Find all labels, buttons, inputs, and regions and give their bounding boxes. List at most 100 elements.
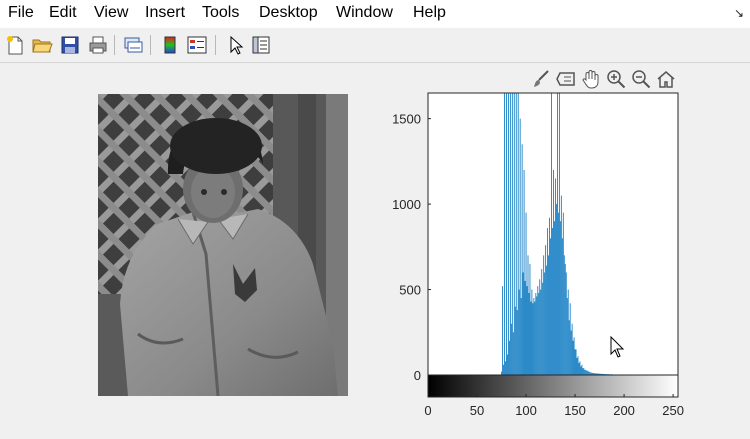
- histogram-bar: [528, 292, 530, 375]
- histogram-bar: [524, 281, 526, 375]
- histogram-bar: [538, 292, 540, 375]
- histogram-bar: [526, 286, 528, 375]
- histogram-bar: [598, 373, 599, 375]
- histogram-bar: [546, 265, 548, 375]
- histogram-bar: [571, 323, 573, 375]
- histogram-bar: [522, 272, 524, 375]
- histogram-bar: [574, 349, 576, 375]
- histogram-bar: [506, 93, 507, 375]
- histogram-bar: [563, 255, 565, 375]
- histogram-bar: [582, 368, 584, 375]
- histogram-bar: [585, 369, 587, 375]
- histogram-bar: [591, 372, 593, 375]
- colorbar-icon[interactable]: [159, 34, 181, 56]
- histogram-bar: [550, 238, 551, 375]
- histogram-bar: [596, 373, 598, 375]
- histogram-bar: [552, 228, 553, 375]
- histogram-bar: [536, 296, 538, 375]
- histogram-bar: [590, 372, 592, 375]
- histogram-bar: [564, 263, 566, 375]
- histogram-bar: [516, 310, 518, 375]
- histogram-bar: [558, 93, 560, 375]
- brush-icon[interactable]: [530, 68, 552, 90]
- histogram-bar: [577, 356, 579, 375]
- histogram-bar: [604, 373, 605, 375]
- histogram-bar: [566, 298, 568, 375]
- histogram-bar: [548, 255, 549, 375]
- histogram-bar: [570, 330, 572, 375]
- histogram-bar: [589, 371, 591, 375]
- histogram-bar: [551, 93, 552, 375]
- histogram-bar: [513, 93, 515, 375]
- y-tick-label: 0: [414, 368, 421, 383]
- histogram-bar: [531, 289, 533, 375]
- histogram-bar: [597, 373, 599, 375]
- histogram-bar: [521, 144, 523, 375]
- histogram-bar: [542, 282, 544, 375]
- histogram-bar: [594, 373, 596, 375]
- legend-icon[interactable]: [186, 34, 208, 56]
- histogram-bar: [512, 332, 514, 375]
- histogram-bar: [515, 93, 517, 375]
- histogram-bar: [507, 93, 509, 375]
- x-tick-label: 0: [424, 403, 431, 418]
- menu-edit[interactable]: Edit: [49, 4, 77, 21]
- histogram-bar: [583, 368, 585, 375]
- histogram-bar: [592, 372, 594, 375]
- histogram-bar: [556, 204, 557, 375]
- histogram-bar: [507, 354, 508, 375]
- histogram-bar: [505, 361, 506, 375]
- zoom-out-icon[interactable]: [630, 68, 652, 90]
- histogram-bar: [541, 269, 543, 375]
- histogram-bar: [520, 298, 522, 375]
- y-tick-label: 1500: [392, 112, 421, 127]
- print-icon[interactable]: [87, 34, 109, 56]
- x-tick-label: 50: [470, 403, 484, 418]
- new-figure-icon[interactable]: [4, 34, 26, 56]
- histogram-bar: [568, 320, 570, 375]
- histogram-bar: [562, 212, 564, 375]
- pan-hand-icon[interactable]: [580, 68, 602, 90]
- histogram-bar: [518, 289, 520, 375]
- histogram-bar: [599, 373, 600, 375]
- histogram-bar: [602, 373, 603, 375]
- grayscale-photo-image: [98, 94, 348, 396]
- x-axis-ticks: 0 50 100 150 200 250: [424, 394, 684, 418]
- histogram-bar: [560, 195, 562, 375]
- histogram-plot-area: [428, 93, 678, 375]
- zoom-in-icon[interactable]: [605, 68, 627, 90]
- x-tick-label: 150: [564, 403, 586, 418]
- y-axis-ticks: 0 500 1000 1500: [392, 112, 431, 383]
- menu-desktop[interactable]: Desktop: [259, 4, 318, 21]
- menu-file[interactable]: File: [8, 4, 34, 21]
- link-plot-icon[interactable]: [122, 34, 144, 56]
- menu-tools[interactable]: Tools: [202, 4, 240, 21]
- edit-plot-arrow-icon[interactable]: [224, 34, 246, 56]
- menu-view[interactable]: View: [94, 4, 129, 21]
- histogram-bar: [525, 212, 527, 375]
- histogram-bar: [540, 289, 542, 375]
- save-icon[interactable]: [59, 34, 81, 56]
- histogram-bar: [561, 238, 563, 375]
- histogram-bar: [553, 169, 554, 375]
- histogram-bar: [580, 366, 582, 375]
- data-tips-icon[interactable]: [555, 68, 577, 90]
- toolbar-separator: [215, 35, 216, 55]
- menu-window[interactable]: Window: [336, 4, 393, 21]
- restore-view-home-icon[interactable]: [655, 68, 677, 90]
- histogram-bar: [579, 361, 581, 375]
- histogram-bar: [511, 93, 513, 375]
- histogram-bar: [587, 370, 589, 375]
- histogram-bar: [557, 93, 558, 375]
- open-file-icon[interactable]: [31, 34, 53, 56]
- menu-bar: File Edit View Insert Tools Desktop Wind…: [0, 0, 750, 28]
- menu-insert[interactable]: Insert: [145, 4, 186, 21]
- histogram-bar: [543, 255, 545, 375]
- menu-help[interactable]: Help: [413, 4, 446, 21]
- property-inspector-icon[interactable]: [250, 34, 272, 56]
- histogram-bar: [523, 169, 525, 375]
- histogram-bar: [530, 301, 532, 375]
- dock-figure-icon[interactable]: ↘: [733, 6, 744, 20]
- histogram-bar: [581, 364, 583, 375]
- x-tick-label: 100: [515, 403, 537, 418]
